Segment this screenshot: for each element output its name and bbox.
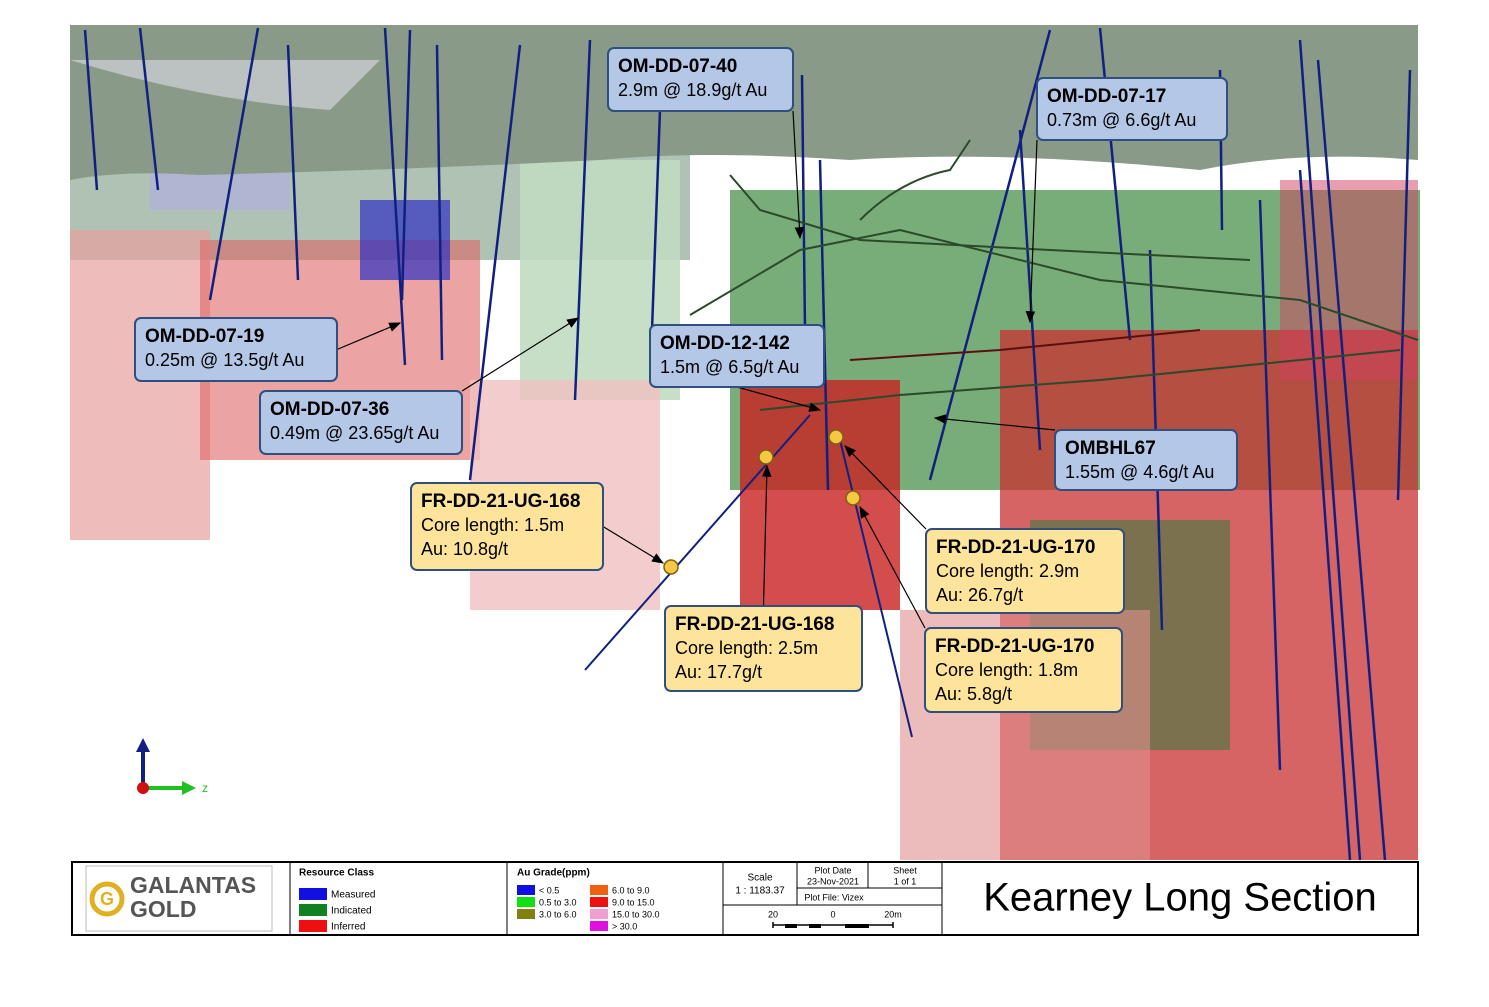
- legend-swatch: [517, 909, 535, 919]
- axis-indicator: z: [136, 738, 208, 795]
- callout-box: [925, 528, 1125, 614]
- callout-title: OM-DD-07-17: [1047, 86, 1166, 107]
- callout-line: Core length: 1.5m: [421, 515, 564, 535]
- sheet-title: Sheet: [893, 865, 917, 875]
- legend-label: Inferred: [331, 922, 365, 933]
- callout-line: 0.49m @ 23.65g/t Au: [270, 423, 439, 443]
- callout-box: [259, 390, 463, 455]
- callout-title: OM-DD-12-142: [660, 333, 790, 354]
- callout-box: [924, 627, 1123, 713]
- plot-file: Plot File: Vizex: [804, 892, 864, 902]
- callout-line: Core length: 2.5m: [675, 638, 818, 658]
- leader-arrow: [933, 414, 1056, 431]
- callout-line: Core length: 2.9m: [936, 561, 1079, 581]
- callout-box: [664, 605, 863, 692]
- leader-arrow: [1025, 139, 1038, 324]
- callout-line: 1.5m @ 6.5g/t Au: [660, 357, 799, 377]
- leader-arrow: [602, 525, 665, 564]
- callout-line: 2.9m @ 18.9g/t Au: [618, 80, 767, 100]
- callout-line: 0.73m @ 6.6g/t Au: [1047, 110, 1196, 130]
- callout-line: Au: 5.8g/t: [935, 684, 1012, 704]
- scale-value: 1 : 1183.37: [735, 886, 785, 897]
- legend-swatch: [590, 897, 608, 907]
- legend-label: Indicated: [331, 906, 372, 917]
- callout-box: [649, 324, 825, 388]
- callout-box: [134, 317, 338, 382]
- callouts: OM-DD-07-40 2.9m @ 18.9g/t Au OM-DD-07-17 0…: [134, 47, 1238, 713]
- callout-title: OM-DD-07-40: [618, 56, 737, 77]
- callout-line: 0.25m @ 13.5g/t Au: [145, 350, 304, 370]
- legend-label: 15.0 to 30.0: [612, 909, 660, 919]
- intercept-dot: [758, 449, 774, 465]
- callout-title: OM-DD-07-19: [145, 326, 264, 347]
- workings: [689, 139, 1419, 411]
- callout-line: Au: 26.7g/t: [936, 585, 1023, 605]
- callout-title: FR-DD-21-UG-168: [421, 491, 580, 512]
- svg-text:G: G: [100, 889, 114, 909]
- legend-title: Resource Class: [299, 868, 374, 879]
- legend-swatch: [517, 897, 535, 907]
- callout-line: 1.55m @ 4.6g/t Au: [1065, 462, 1214, 482]
- axis-label: z: [202, 781, 208, 795]
- callout-line: Au: 10.8g/t: [421, 539, 508, 559]
- plot-date-value: 23-Nov-2021: [807, 876, 859, 886]
- title-block: G GALANTAS GOLD Resource Class Au Grade(…: [71, 861, 1419, 936]
- legend-swatch: [590, 921, 608, 931]
- legend-label: < 0.5: [539, 885, 559, 895]
- callout-title: FR-DD-21-UG-168: [675, 614, 834, 635]
- callout-title: OMBHL67: [1065, 438, 1156, 459]
- callout-title: FR-DD-21-UG-170: [936, 537, 1095, 558]
- legend-label: > 30.0: [612, 921, 637, 931]
- callout-box: [1036, 77, 1228, 141]
- leader-arrow: [736, 386, 822, 412]
- callout-box: [410, 482, 604, 571]
- legend-swatch: [590, 909, 608, 919]
- legend-swatch: [517, 885, 535, 895]
- leader-arrow: [761, 464, 772, 607]
- scale-bar-label: 0: [830, 909, 835, 919]
- intercept-dot: [845, 490, 861, 506]
- scale-title: Scale: [747, 873, 772, 884]
- legend-label: 3.0 to 6.0: [539, 909, 577, 919]
- legend-swatch: [590, 885, 608, 895]
- legend-label: 0.5 to 3.0: [539, 897, 577, 907]
- callout-title: FR-DD-21-UG-170: [935, 636, 1094, 657]
- plot-date-title: Plot Date: [814, 865, 851, 875]
- logo-text: GOLD: [130, 896, 196, 922]
- callout-title: OM-DD-07-36: [270, 399, 389, 420]
- legend-label: 6.0 to 9.0: [612, 885, 650, 895]
- callout-box: [1054, 429, 1238, 491]
- leader-arrow: [792, 110, 805, 240]
- leader-arrow: [859, 505, 926, 629]
- leader-arrow: [461, 317, 580, 392]
- callout-box: [607, 47, 794, 112]
- legend-title: Au Grade(ppm): [517, 868, 590, 879]
- callout-line: Au: 17.7g/t: [675, 662, 762, 682]
- legend-swatch: [299, 920, 327, 932]
- legend-label: Measured: [331, 890, 375, 901]
- legend-swatch: [299, 904, 327, 916]
- legend-label: 9.0 to 15.0: [612, 897, 655, 907]
- scale-bar-label: 20m: [884, 909, 902, 919]
- logo-text: GALANTAS: [130, 872, 256, 898]
- intercept-dot: [828, 429, 844, 445]
- callout-line: Core length: 1.8m: [935, 660, 1078, 680]
- legend-swatch: [299, 888, 327, 900]
- sheet-value: 1 of 1: [894, 876, 917, 886]
- leader-arrow: [336, 322, 402, 351]
- drillholes: [83, 27, 1412, 861]
- leader-arrow: [844, 445, 927, 530]
- intercept-dot: [663, 559, 679, 575]
- scale-bar-label: 20: [768, 909, 778, 919]
- section-title: Kearney Long Section: [983, 876, 1377, 920]
